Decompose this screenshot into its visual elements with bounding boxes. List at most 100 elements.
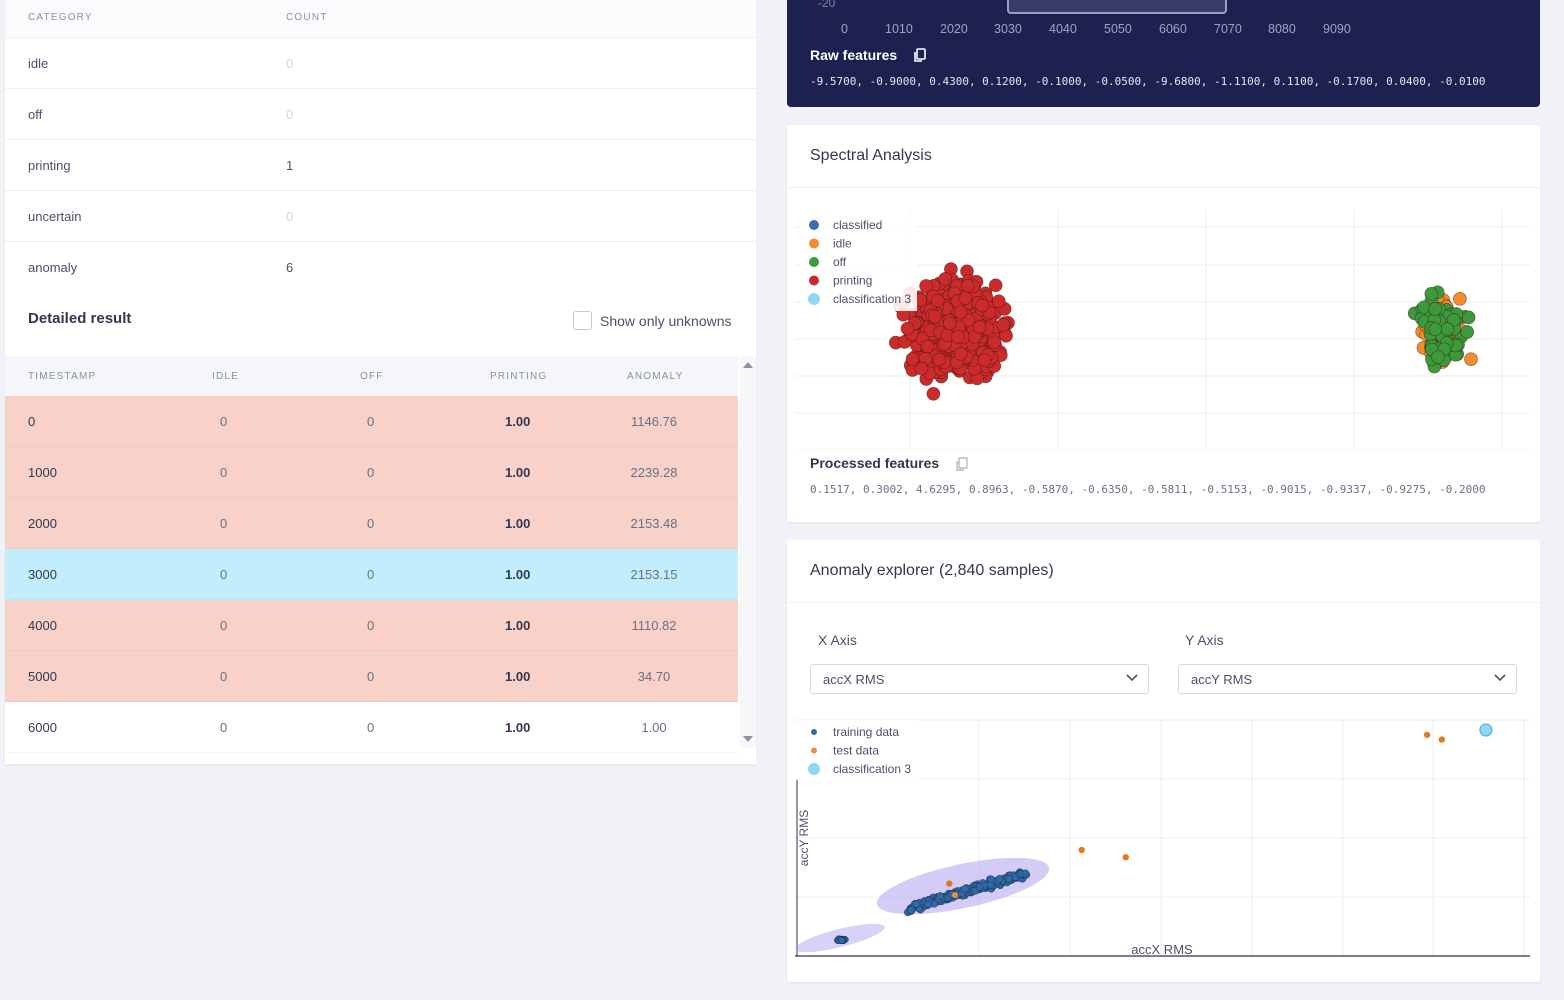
x-axis-select[interactable]: accX RMS	[810, 664, 1149, 694]
y-axis-title: accY RMS	[797, 810, 811, 866]
legend-label[interactable]: classification 3	[833, 762, 911, 776]
off-point	[1428, 322, 1443, 337]
grid	[795, 718, 1530, 956]
legend-marker[interactable]	[809, 220, 819, 230]
copy-icon[interactable]	[913, 48, 927, 68]
anomaly-header: ANOMALY	[627, 371, 684, 382]
x-tick-label: 7070	[1214, 22, 1242, 36]
x-tick-label: 8080	[1268, 22, 1296, 36]
legend-label[interactable]: off	[833, 255, 847, 269]
cell-off: 0	[367, 414, 375, 429]
printing-header: PRINTING	[490, 371, 548, 382]
show-unknowns-label: Show only unknowns	[600, 312, 732, 329]
y-axis-select[interactable]: accY RMS	[1178, 664, 1517, 694]
cell-off: 0	[367, 516, 375, 531]
legend-label[interactable]: classified	[833, 218, 882, 232]
spectral-scatter-chart[interactable]: classified idle off printing classification …	[795, 210, 1530, 450]
off-point	[1428, 302, 1442, 316]
cell-printing: 1.00	[505, 618, 531, 633]
x-axis-select-label: X Axis	[818, 632, 857, 648]
anomaly-explorer-card: Anomaly explorer (2,840 samples) X Axis …	[787, 540, 1540, 982]
table-row[interactable]: 6000 0 0 1.00 1.00	[5, 702, 738, 753]
training-point	[1005, 875, 1013, 883]
cell-anomaly: 2239.28	[630, 465, 678, 480]
printing-point	[951, 330, 965, 344]
training-point	[936, 892, 944, 900]
cell-printing: 1.00	[505, 465, 531, 480]
cell-timestamp: 5000	[28, 669, 57, 684]
printing-point	[930, 293, 945, 308]
legend-label[interactable]: test data	[833, 744, 879, 758]
cell-anomaly: 1110.82	[631, 618, 677, 633]
table-scrollbar[interactable]	[740, 356, 756, 748]
legend-label[interactable]: printing	[833, 274, 872, 288]
legend-marker[interactable]	[808, 763, 820, 775]
table-row-selected[interactable]: 3000 0 0 1.00 2153.15	[5, 549, 738, 600]
legend-marker[interactable]	[811, 729, 817, 735]
printing-point	[900, 321, 915, 336]
printing-point	[914, 361, 929, 376]
scroll-down-arrow-icon[interactable]	[743, 736, 753, 742]
range-slider-thumb[interactable]	[1007, 0, 1227, 14]
classification-3-point	[1479, 723, 1493, 737]
y-axis-select-label: Y Axis	[1185, 632, 1224, 648]
show-unknowns-toggle[interactable]: Show only unknowns	[573, 311, 732, 330]
copy-icon[interactable]	[955, 457, 969, 477]
anomaly-scatter-chart[interactable]: training data test data classification 3 a…	[795, 718, 1530, 958]
legend-marker[interactable]	[809, 257, 819, 267]
cell-timestamp: 4000	[28, 618, 57, 633]
table-row[interactable]: 0 0 0 1.00 1146.76	[5, 396, 738, 447]
legend-label[interactable]: training data	[833, 725, 899, 739]
table-row[interactable]: 4000 0 0 1.00 1110.82	[5, 600, 738, 651]
test-point	[1078, 846, 1085, 854]
count-header: COUNT	[286, 12, 328, 23]
scroll-up-arrow-icon[interactable]	[743, 362, 753, 368]
x-axis-select-value: accX RMS	[823, 672, 885, 687]
summary-count: 1	[286, 158, 294, 173]
legend-background	[801, 720, 919, 780]
x-tick-label: 4040	[1049, 22, 1077, 36]
legend-background	[801, 213, 917, 311]
test-point	[1122, 854, 1129, 861]
legend-marker[interactable]	[809, 275, 819, 286]
printing-point	[996, 317, 1011, 332]
cell-idle: 0	[220, 618, 228, 633]
off-point	[1431, 350, 1445, 364]
table-row[interactable]: 5000 0 0 1.00 34.70	[5, 651, 738, 702]
printing-point	[920, 339, 935, 354]
cell-anomaly: 2153.48	[630, 516, 678, 531]
chevron-down-icon	[1126, 674, 1138, 682]
cell-timestamp: 2000	[28, 516, 57, 531]
cell-off: 0	[367, 465, 375, 480]
training-point	[924, 900, 932, 909]
summary-count: 6	[286, 260, 294, 275]
off-point	[1460, 325, 1475, 339]
processed-features-label: Processed features	[810, 455, 940, 471]
detailed-result-title: Detailed result	[28, 310, 132, 327]
legend-marker[interactable]	[809, 238, 819, 249]
cell-idle: 0	[220, 516, 228, 531]
cell-off: 0	[367, 618, 375, 633]
summary-count: 0	[286, 209, 294, 224]
summary-row: off 0	[5, 89, 756, 140]
summary-category: anomaly	[28, 260, 78, 275]
table-row[interactable]: 1000 0 0 1.00 2239.28	[5, 447, 738, 498]
summary-category: uncertain	[28, 209, 82, 224]
printing-point	[926, 386, 941, 401]
printing-point	[972, 320, 987, 334]
table-row[interactable]: 2000 0 0 1.00 2153.48	[5, 498, 738, 549]
off-header: OFF	[360, 371, 384, 382]
legend-label[interactable]: idle	[833, 237, 852, 251]
printing-point	[932, 352, 947, 367]
training-point	[838, 936, 846, 944]
cell-off: 0	[367, 567, 375, 582]
training-point	[907, 906, 915, 914]
show-unknowns-checkbox[interactable]	[573, 311, 592, 330]
cell-timestamp: 3000	[28, 567, 57, 582]
raw-features-label: Raw features	[810, 47, 898, 63]
summary-row: anomaly 6	[5, 242, 756, 292]
legend-label[interactable]: classification 3	[833, 292, 911, 306]
legend-marker[interactable]	[808, 293, 820, 305]
legend-marker[interactable]	[811, 747, 817, 754]
summary-count: 0	[286, 107, 294, 122]
